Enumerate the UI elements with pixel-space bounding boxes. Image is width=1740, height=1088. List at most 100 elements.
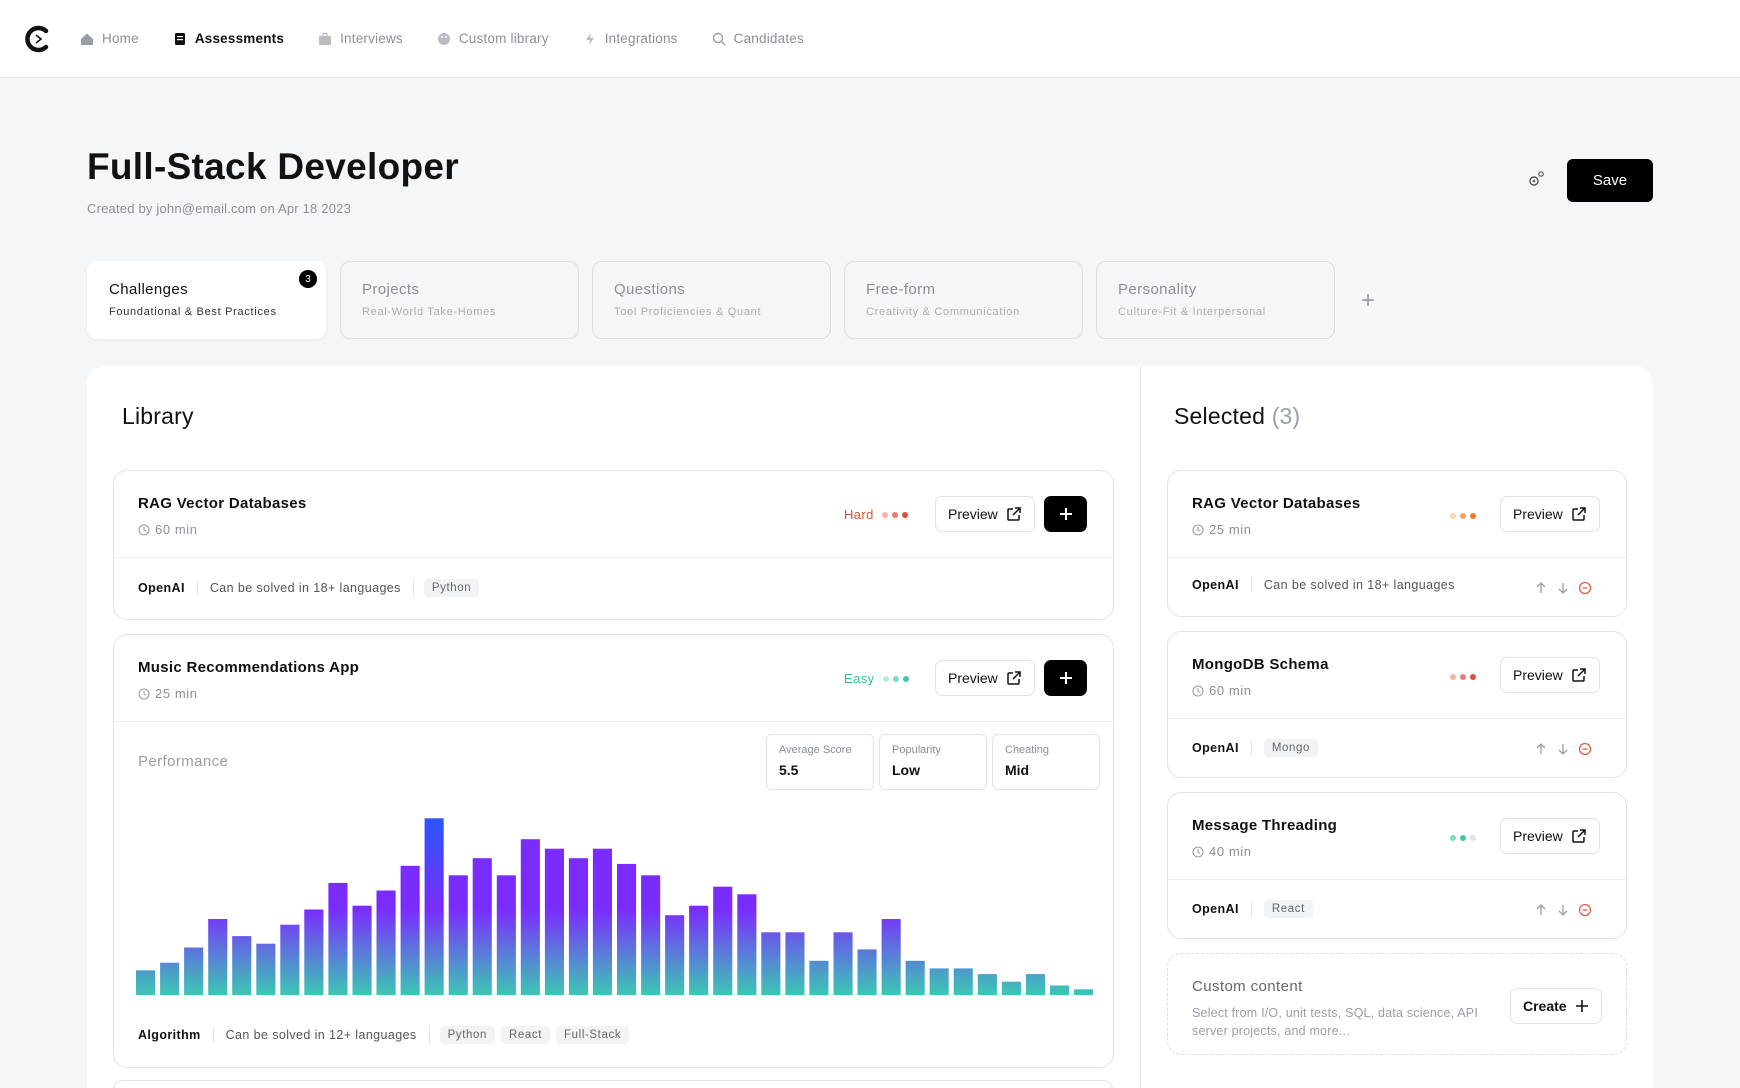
challenge-duration: 60 min (1192, 683, 1252, 698)
plus-icon (1575, 1000, 1588, 1012)
arrow-up-icon[interactable] (1534, 903, 1548, 917)
histogram-bar (737, 894, 757, 995)
histogram-bar (809, 960, 829, 995)
palette-icon (437, 32, 450, 45)
save-button[interactable]: Save (1567, 159, 1653, 202)
tab-questions[interactable]: Questions Tool Proficiencies & Quant (592, 261, 831, 339)
tag: Python (423, 579, 480, 597)
histogram-bar (400, 865, 420, 995)
preview-label: Preview (948, 670, 998, 686)
create-label: Create (1523, 998, 1567, 1014)
nav-candidates[interactable]: Candidates (712, 31, 804, 46)
selected-title: Selected (3) (1174, 403, 1300, 430)
card-controls (1534, 742, 1592, 756)
tab-projects-sub: Real-World Take-Homes (362, 306, 497, 318)
nav-home[interactable]: Home (80, 31, 139, 46)
tab-free-form-label: Free-form (866, 281, 936, 298)
remove-icon[interactable] (1578, 742, 1592, 756)
selected-card[interactable]: Message Threading 40 min Preview OpenAI … (1167, 792, 1627, 939)
add-tab-button[interactable]: + (1361, 287, 1376, 314)
tab-challenges[interactable]: Challenges Foundational & Best Practices… (87, 261, 326, 339)
histogram-bar (520, 839, 540, 995)
nav-interviews-label: Interviews (340, 31, 403, 46)
nav-custom-library-label: Custom library (458, 31, 549, 46)
library-card[interactable] (113, 1080, 1113, 1088)
card-separator (1168, 557, 1626, 558)
external-link-icon (1572, 668, 1586, 682)
histogram-bar (184, 947, 204, 995)
footer-divider (428, 1026, 430, 1044)
histogram-bar (641, 875, 661, 995)
arrow-up-icon[interactable] (1534, 581, 1548, 595)
panel-divider (1140, 366, 1141, 1088)
tab-personality[interactable]: Personality Culture-Fit & Interpersonal (1096, 261, 1335, 339)
difficulty-dots (882, 675, 909, 682)
nav-interviews[interactable]: Interviews (318, 31, 403, 46)
document-icon (174, 32, 185, 45)
remove-icon[interactable] (1578, 903, 1592, 917)
company-label: OpenAI (138, 581, 198, 595)
top-navigation: Home Assessments Interviews Custom libra… (0, 0, 1740, 78)
remove-icon[interactable] (1578, 581, 1592, 595)
card-separator (114, 557, 1113, 558)
histogram-bar (713, 886, 733, 995)
clock-icon (1192, 523, 1204, 536)
arrow-down-icon[interactable] (1556, 581, 1570, 595)
histogram-bar (496, 875, 516, 995)
challenge-duration: 40 min (1192, 844, 1252, 859)
add-challenge-button[interactable] (1044, 496, 1087, 532)
nav-assessments[interactable]: Assessments (173, 31, 284, 46)
preview-button[interactable]: Preview (935, 660, 1035, 696)
tab-personality-sub: Culture-Fit & Interpersonal (1118, 306, 1266, 318)
challenge-title: Message Threading (1192, 817, 1338, 834)
tab-free-form-sub: Creativity & Communication (866, 306, 1020, 318)
stat-average-score: Average Score 5.5 (766, 734, 874, 790)
card-footer: OpenAI Can be solved in 18+ languages (1192, 578, 1467, 592)
difficulty-dots (881, 511, 908, 518)
preview-label: Preview (1513, 828, 1563, 844)
card-footer: Algorithm Can be solved in 12+ languages… (138, 1026, 635, 1044)
stat-label: Average Score (779, 744, 852, 756)
histogram-bar (1001, 981, 1021, 995)
tab-projects-label: Projects (362, 281, 420, 298)
library-card[interactable]: Music Recommendations App 25 min Easy Pr… (113, 634, 1114, 1068)
tab-free-form[interactable]: Free-form Creativity & Communication (844, 261, 1083, 339)
histogram-bar (136, 970, 156, 995)
stat-label: Popularity (892, 744, 941, 756)
custom-content-description: Select from I/O, unit tests, SQL, data s… (1192, 1006, 1479, 1038)
difficulty-dots (1450, 674, 1476, 680)
histogram-bar (785, 932, 805, 995)
preview-button[interactable]: Preview (935, 496, 1035, 532)
library-title: Library (122, 403, 194, 429)
settings-icon[interactable] (1527, 170, 1545, 188)
clock-icon (138, 523, 150, 536)
histogram-bar (160, 962, 180, 995)
preview-button[interactable]: Preview (1500, 496, 1600, 532)
arrow-down-icon[interactable] (1556, 903, 1570, 917)
custom-content-title: Custom content (1192, 978, 1303, 995)
add-challenge-button[interactable] (1044, 660, 1087, 696)
tab-projects[interactable]: Projects Real-World Take-Homes (340, 261, 579, 339)
histogram-bar (592, 848, 612, 995)
library-card[interactable]: RAG Vector Databases 60 min Hard Preview… (113, 470, 1114, 620)
card-separator (1168, 879, 1626, 880)
preview-button[interactable]: Preview (1500, 818, 1600, 854)
nav-candidates-label: Candidates (733, 31, 804, 46)
create-button[interactable]: Create (1510, 988, 1602, 1024)
histogram-bar (953, 968, 973, 995)
preview-button[interactable]: Preview (1500, 657, 1600, 693)
nav-custom-library[interactable]: Custom library (437, 31, 549, 46)
clock-icon (1192, 684, 1204, 697)
difficulty-indicator: Easy (844, 671, 909, 686)
selected-card[interactable]: RAG Vector Databases 25 min Preview Open… (1167, 470, 1627, 617)
preview-label: Preview (948, 506, 998, 522)
selected-card[interactable]: MongoDB Schema 60 min Preview OpenAI Mon… (1167, 631, 1627, 778)
histogram-bar (617, 863, 637, 995)
nav-integrations-label: Integrations (604, 31, 678, 46)
nav-integrations[interactable]: Integrations (583, 31, 678, 46)
difficulty-dots (1450, 835, 1476, 841)
arrow-up-icon[interactable] (1534, 742, 1548, 756)
histogram-bar (280, 924, 300, 995)
arrow-down-icon[interactable] (1556, 742, 1570, 756)
logo-icon[interactable] (24, 24, 54, 54)
